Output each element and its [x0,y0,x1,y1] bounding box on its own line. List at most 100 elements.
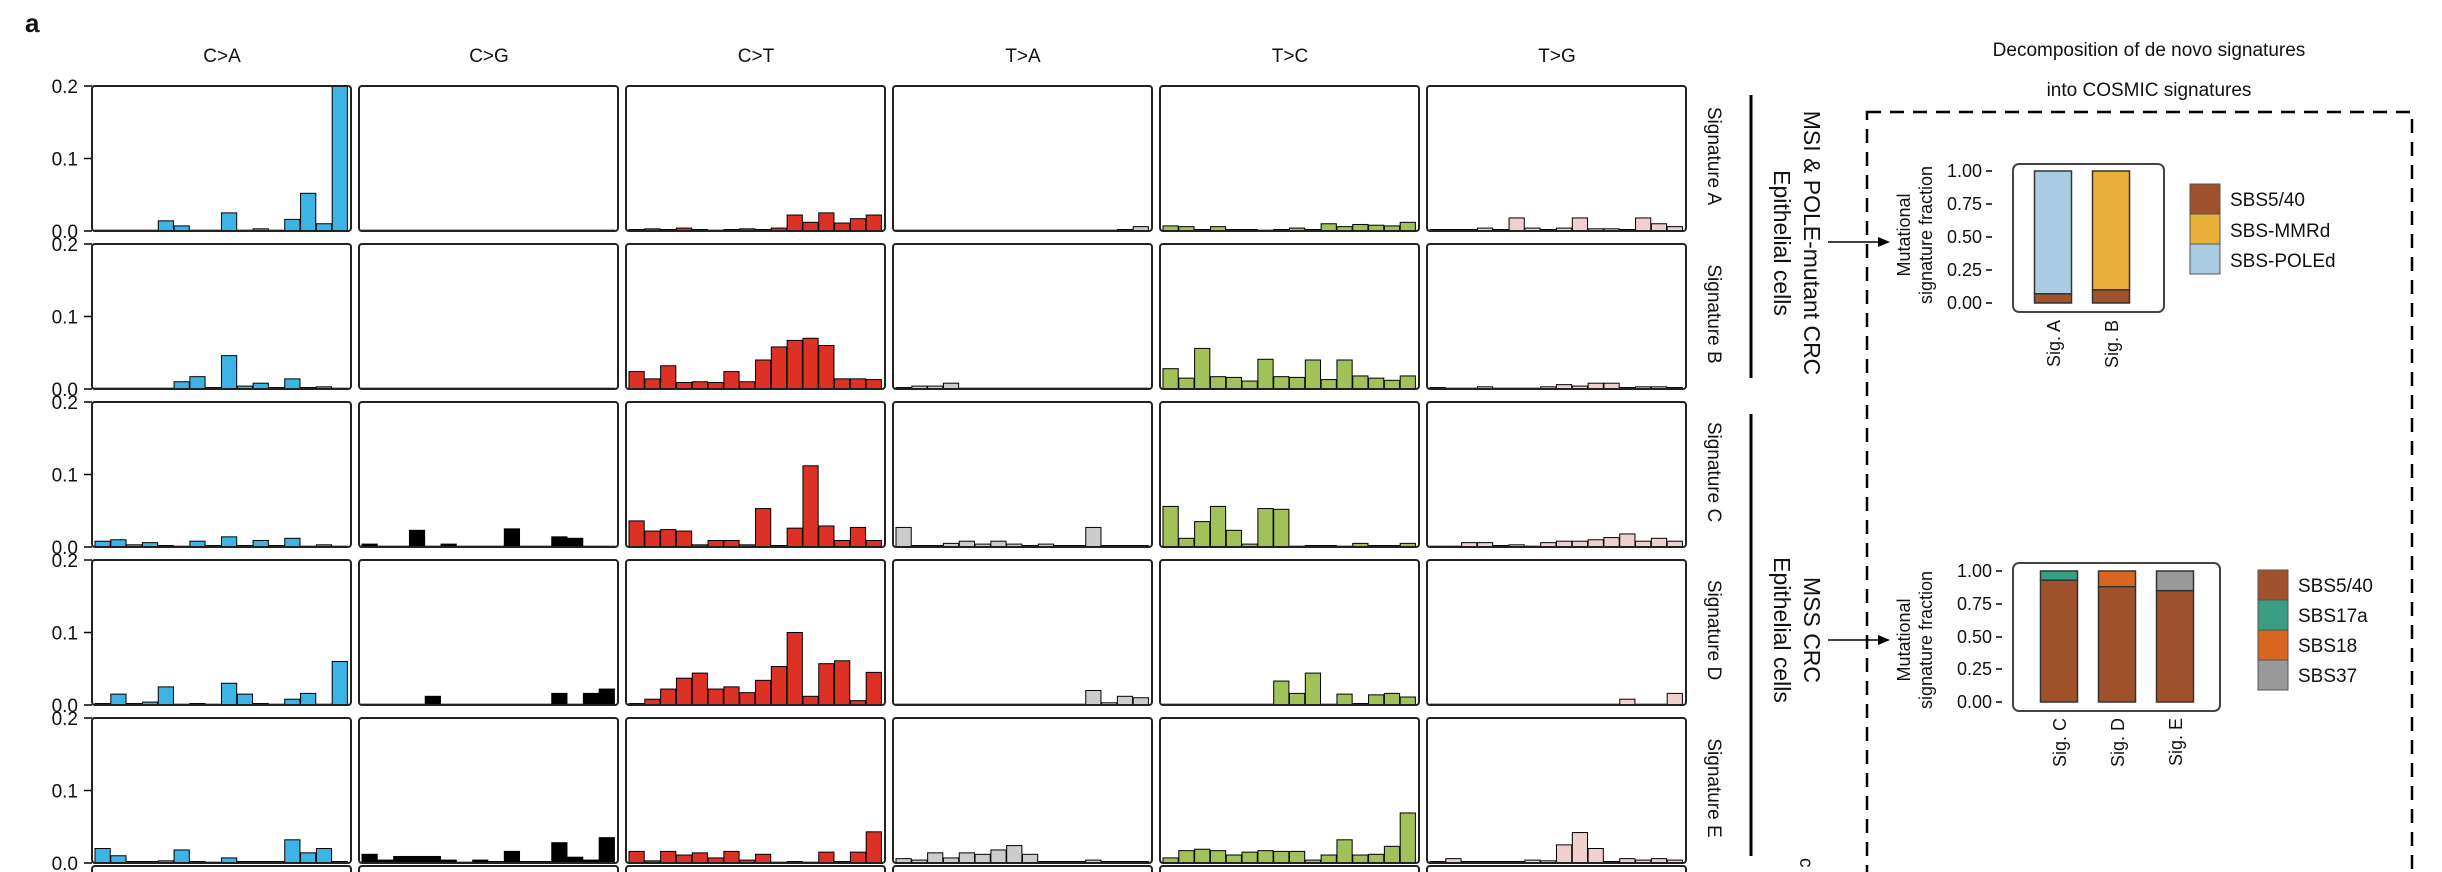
legend-label-sbs37: SBS37 [2298,666,2357,687]
stack2-ylabel-line2: signature fraction [1916,571,1936,709]
spectrum-bar [1368,377,1385,390]
y-tick-label: 0.0 [52,222,78,243]
spectrum-bar [331,85,348,232]
spectrum-bar [786,527,803,548]
spectrum-panel-frame [1159,243,1420,390]
spectrum-bar [236,693,254,706]
spectrum-panel-frame-cut [625,865,886,872]
spectrum-bar [849,218,867,232]
y-tick-label: 0.2 [52,709,78,730]
stack2-category-c: Sig. C [2050,718,2070,767]
spectrum-bar [503,528,521,548]
spectrum-bar [157,686,174,706]
y-tick-label: 0.2 [52,551,78,572]
y-tick-label: 0.2 [52,235,78,256]
signature-spectra-grid: 0.00.10.20.00.10.20.00.10.20.00.10.20.00… [52,77,1687,872]
arrow-to-decomp-mss [1828,635,1890,645]
spectrum-bar [1006,845,1023,864]
spectrum-bar [1273,376,1290,390]
spectrum-bar [1352,854,1369,864]
spectrum-bar [284,839,301,864]
spectrum-bar [1225,376,1242,390]
spectrum-bar [723,686,740,706]
spectrum-panel-frame [358,401,619,548]
group-label-msi-line1: MSI & POLE-mutant CRC [1799,111,1825,376]
spectrum-bar [1571,217,1589,232]
spectrum-bar [110,693,127,706]
spectrum-bar [691,672,708,706]
cut-off-label: c [1795,858,1816,868]
spectrum-bar [660,365,677,390]
spectrum-bar [1257,358,1274,390]
spectrum-bar [818,345,835,390]
stacked-chart-mss: Mutational signature fraction 0.00 0.25 … [1894,561,2373,767]
spectrum-panel-frame [1159,717,1420,864]
group-label-mss-line2: Epithelial cells [1769,557,1795,703]
spectrum-bar [1162,505,1179,548]
legend-swatch-sbs37 [2257,659,2289,691]
spectrum-bar [1194,521,1211,548]
col-header-ca: C>A [203,46,241,67]
spectrum-bar [974,853,991,864]
spectrum-bar [173,849,190,864]
spectrum-bar [582,692,600,706]
spectrum-bar [818,851,835,864]
spectrum-bar [300,692,317,706]
spectrum-panel-frame [892,559,1153,706]
spectrum-panel-frame [625,559,886,706]
spectrum-bar [1209,376,1227,390]
stack2-category-d: Sig. D [2108,718,2128,767]
spectrum-bar [1320,223,1337,232]
spectrum-bar [1352,375,1369,390]
spectrum-bar [707,688,724,706]
spectrum-panel-frame [892,85,1153,232]
spectrum-bar [1336,693,1353,706]
spectrum-bar [739,692,756,706]
stack1-tick-025: 0.25 [1947,260,1982,280]
spectrum-bar [675,854,693,864]
spectrum-bar [675,677,693,706]
spectrum-bar [849,526,867,548]
signature-label-b: Signature B [1703,264,1724,363]
stack2-tick-000: 0.00 [1957,692,1992,712]
spectrum-bar [628,371,645,390]
spectrum-bar [1209,505,1227,548]
spectrum-bar [990,849,1007,864]
stacked-bar-segment [2039,579,2079,703]
stack1-tick-050: 0.50 [1947,227,1982,247]
spectrum-bar [818,663,835,706]
spectrum-bar [786,339,803,390]
panel-label: a [25,8,40,38]
spectrum-bar [755,359,772,390]
spectrum-bar [1085,690,1102,706]
spectrum-bar [723,850,740,864]
spectrum-panel-frame [91,85,352,232]
spectrum-bar [1304,359,1322,390]
stack1-tick-075: 0.75 [1947,194,1982,214]
spectrum-panel-frame [1426,401,1687,548]
spectrum-bar [675,530,693,548]
signature-label-a: Signature A [1703,107,1724,206]
spectrum-panel-frame [91,401,352,548]
spectrum-bar [94,848,111,864]
spectrum-panel-frame [625,717,886,864]
spectrum-bar [1650,537,1668,548]
stack2-tick-100: 1.00 [1957,561,1992,581]
arrow-to-decomp-msi [1828,237,1890,247]
spectrum-bar [1225,529,1242,548]
spectrum-bar [221,212,238,232]
mutation-type-headers: C>A C>G C>T T>A T>C T>G [203,46,1575,67]
spectrum-bar [110,855,127,864]
stack1-category-b: Sig. B [2102,320,2122,368]
spectrum-panel-frame [91,559,352,706]
y-tick-label: 0.1 [52,150,78,171]
stacked-bar-segment [2033,170,2073,295]
spectrum-bar [1603,537,1620,548]
spectrum-bar [189,376,206,390]
spectrum-bar [1289,850,1306,864]
group-label-mss-line1: MSS CRC [1799,577,1825,683]
spectrum-bar [598,688,615,706]
y-tick-label: 0.1 [52,624,78,645]
spectrum-bar [818,212,835,232]
spectrum-bar [1257,850,1274,864]
